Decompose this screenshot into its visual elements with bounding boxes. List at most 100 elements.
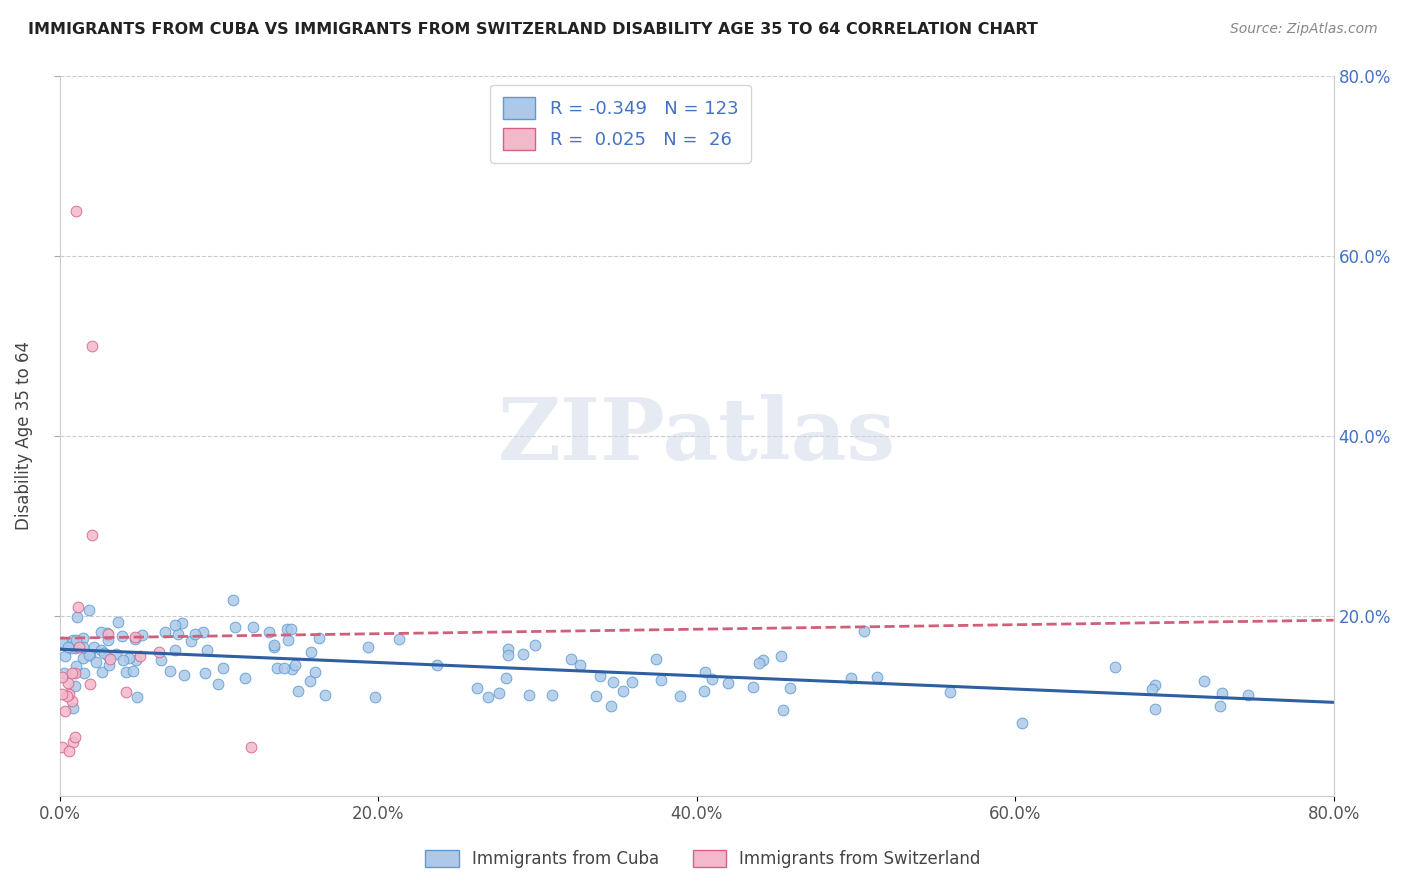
Legend: R = -0.349   N = 123, R =  0.025   N =  26: R = -0.349 N = 123, R = 0.025 N = 26	[491, 85, 751, 163]
Point	[224, 620, 246, 634]
Point	[173, 668, 195, 682]
Point	[65, 659, 87, 673]
Point	[97, 626, 120, 640]
Point	[100, 652, 122, 666]
Point	[588, 668, 610, 682]
Point	[495, 671, 517, 685]
Point	[939, 684, 962, 698]
Point	[602, 674, 624, 689]
Point	[56, 690, 79, 704]
Point	[194, 665, 217, 680]
Point	[51, 687, 73, 701]
Point	[1104, 660, 1126, 674]
Point	[97, 657, 120, 672]
Point	[263, 640, 285, 654]
Point	[496, 648, 519, 663]
Point	[118, 650, 141, 665]
Point	[60, 640, 83, 655]
Point	[80, 527, 103, 541]
Point	[477, 690, 499, 704]
Point	[280, 622, 302, 636]
Point	[650, 673, 672, 687]
Point	[66, 599, 89, 614]
Point	[769, 648, 792, 663]
Point	[517, 688, 540, 702]
Point	[693, 684, 716, 698]
Point	[1143, 701, 1166, 715]
Point	[72, 631, 94, 645]
Point	[568, 657, 591, 672]
Point	[53, 649, 76, 664]
Point	[263, 639, 285, 653]
Point	[60, 694, 83, 708]
Point	[498, 642, 520, 657]
Point	[772, 703, 794, 717]
Point	[90, 625, 112, 640]
Point	[62, 633, 84, 648]
Text: IMMIGRANTS FROM CUBA VS IMMIGRANTS FROM SWITZERLAND DISABILITY AGE 35 TO 64 CORR: IMMIGRANTS FROM CUBA VS IMMIGRANTS FROM …	[28, 22, 1038, 37]
Point	[356, 640, 378, 654]
Point	[72, 640, 94, 654]
Point	[125, 653, 148, 667]
Text: Source: ZipAtlas.com: Source: ZipAtlas.com	[1230, 22, 1378, 37]
Point	[284, 658, 307, 673]
Point	[52, 666, 75, 681]
Point	[180, 633, 202, 648]
Point	[121, 664, 143, 678]
Point	[148, 645, 170, 659]
Point	[184, 626, 207, 640]
Point	[127, 690, 149, 704]
Point	[79, 677, 101, 691]
Point	[259, 625, 281, 640]
Point	[524, 638, 547, 652]
Point	[63, 730, 86, 744]
Point	[612, 683, 634, 698]
Point	[56, 676, 79, 690]
Point	[53, 704, 76, 718]
Point	[1192, 673, 1215, 688]
Point	[165, 642, 187, 657]
Point	[163, 618, 186, 632]
Point	[748, 656, 770, 670]
Point	[111, 629, 134, 643]
Point	[105, 647, 128, 661]
Point	[58, 687, 80, 701]
Point	[67, 640, 90, 654]
Point	[90, 665, 112, 679]
Point	[195, 643, 218, 657]
Point	[1144, 678, 1167, 692]
Point	[191, 624, 214, 639]
Point	[742, 680, 765, 694]
Point	[645, 652, 668, 666]
Point	[58, 743, 80, 757]
Point	[111, 653, 134, 667]
Point	[779, 681, 801, 695]
Point	[752, 653, 775, 667]
Point	[97, 632, 120, 647]
Point	[63, 641, 86, 656]
Point	[72, 651, 94, 665]
Point	[65, 203, 87, 218]
Point	[1208, 698, 1230, 713]
Point	[170, 616, 193, 631]
Point	[129, 648, 152, 663]
Point	[222, 592, 245, 607]
Point	[86, 655, 108, 669]
Point	[388, 632, 411, 646]
Point	[1237, 688, 1260, 702]
Point	[541, 688, 564, 702]
Point	[308, 632, 330, 646]
Point	[702, 672, 724, 686]
Point	[304, 665, 326, 679]
Text: ZIPatlas: ZIPatlas	[498, 393, 896, 477]
Legend: Immigrants from Cuba, Immigrants from Switzerland: Immigrants from Cuba, Immigrants from Sw…	[419, 843, 987, 875]
Point	[62, 735, 84, 749]
Point	[77, 648, 100, 662]
Point	[159, 664, 181, 678]
Point	[124, 632, 146, 647]
Point	[512, 648, 534, 662]
Point	[276, 622, 298, 636]
Point	[488, 686, 510, 700]
Point	[299, 645, 322, 659]
Point	[107, 615, 129, 629]
